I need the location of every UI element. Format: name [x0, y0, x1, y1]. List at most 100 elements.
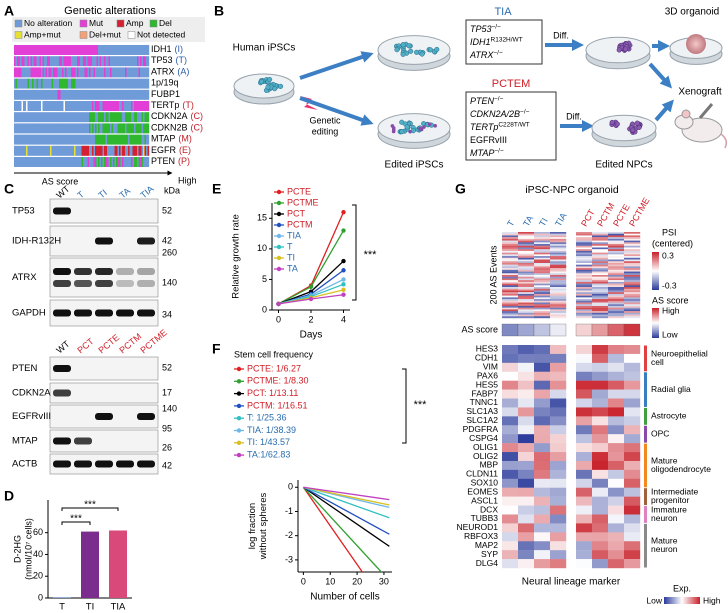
heatmap-cell — [21, 78, 24, 89]
psi-cell — [534, 249, 551, 252]
psi-cell — [518, 287, 535, 289]
heatmap-cell — [33, 56, 36, 67]
psi-cell — [550, 299, 567, 301]
gene-name: 1p/19q — [151, 78, 179, 88]
cell — [394, 47, 400, 53]
band — [53, 437, 71, 445]
heatmap-cell — [134, 78, 136, 89]
heatmap-cell — [116, 134, 118, 145]
heatmap-cell — [41, 56, 43, 67]
heatmap-cell — [62, 157, 64, 167]
psi-cell — [624, 311, 641, 314]
step-label: 3D organoid — [665, 7, 719, 18]
heatmap-cell — [51, 112, 54, 123]
heatmap-cell — [56, 67, 58, 78]
heatmap-cell — [93, 101, 96, 111]
expression-cell — [550, 532, 567, 542]
genotype-title: TIA — [494, 6, 512, 18]
heatmap-cell — [59, 89, 61, 100]
heatmap-cell — [81, 134, 84, 145]
gene-label: NEUROD1 — [456, 522, 498, 532]
heatmap-cell — [78, 157, 81, 167]
heatmap-cell — [15, 112, 18, 123]
heatmap-cell — [123, 157, 126, 167]
heatmap-cell — [92, 89, 94, 100]
heatmap-cell — [33, 134, 36, 145]
heatmap-cell — [102, 45, 105, 55]
heatmap-cell — [137, 112, 139, 123]
allele: −/− — [520, 108, 530, 115]
heatmap-cell — [138, 101, 141, 111]
heatmap-cell — [30, 157, 33, 167]
psi-cell — [550, 305, 567, 308]
gene-label: ASCL1 — [471, 495, 498, 505]
heatmap-cell — [137, 134, 139, 145]
heatmap-cell — [21, 67, 24, 78]
psi-cell — [576, 309, 593, 312]
expression-cell — [502, 398, 519, 408]
heatmap-cell — [105, 101, 108, 111]
expression-cell — [592, 505, 609, 515]
heatmap-cell — [122, 67, 124, 78]
x-tick-label: 20 — [352, 576, 362, 586]
heatmap-cell — [81, 145, 84, 156]
heatmap-cell — [41, 45, 43, 55]
group-label: Astrocyte — [651, 411, 687, 421]
heatmap-cell — [90, 89, 93, 100]
heatmap-cell — [23, 101, 25, 111]
heatmap-cell — [21, 89, 24, 100]
as-cell — [607, 323, 625, 337]
psi-cell — [592, 285, 609, 288]
heatmap-cell — [69, 157, 72, 167]
heatmap-cell — [71, 145, 73, 156]
heatmap-cell — [20, 78, 22, 89]
heatmap-cell — [141, 123, 144, 134]
psi-cell — [550, 244, 567, 246]
expression-cell — [534, 532, 551, 542]
heatmap-cell — [39, 89, 42, 100]
as-cell — [575, 323, 593, 337]
heatmap-cell — [42, 145, 45, 156]
heatmap-cell — [84, 123, 87, 134]
expression-cell — [502, 353, 519, 364]
legend-label: High — [703, 595, 721, 605]
heatmap-cell — [77, 56, 79, 67]
heatmap-cell — [26, 112, 28, 123]
psi-cell — [518, 292, 535, 295]
psi-cell — [550, 288, 567, 291]
heatmap-cell — [41, 67, 43, 78]
heatmap-cell — [69, 123, 72, 134]
heatmap-cell — [62, 134, 64, 145]
heatmap-cell — [122, 45, 124, 55]
heatmap-cell — [69, 89, 72, 100]
heatmap-cell — [95, 56, 97, 67]
y-tick-label: 60 — [33, 527, 43, 537]
gene-label: CLDN11 — [466, 469, 498, 479]
heatmap-cell — [96, 145, 99, 156]
expression-cell — [608, 407, 625, 417]
legend-marker — [276, 266, 282, 272]
psi-cell — [518, 300, 535, 303]
heatmap-cell — [123, 101, 126, 111]
y-tick-label: 0 — [288, 482, 293, 492]
heatmap-cell — [42, 134, 45, 145]
heatmap-cell — [93, 89, 96, 100]
expression-cell — [518, 345, 535, 355]
psi-cell — [576, 281, 593, 284]
legend-marker — [276, 233, 282, 239]
heatmap-cell — [80, 78, 82, 89]
edited-cell — [391, 126, 396, 130]
psi-cell — [550, 292, 567, 295]
expression-cell — [576, 469, 593, 479]
heatmap-cell — [18, 134, 21, 145]
heatmap-cell — [59, 134, 61, 145]
heatmap-row — [14, 78, 150, 89]
heatmap-cell — [95, 145, 97, 156]
heatmap-cell — [53, 123, 55, 134]
panel-label: B — [214, 3, 224, 19]
psi-cell — [502, 271, 519, 274]
psi-cell — [608, 273, 625, 276]
legend-marker — [236, 379, 242, 384]
psi-cell — [608, 235, 625, 238]
heatmap-cell — [81, 78, 84, 89]
